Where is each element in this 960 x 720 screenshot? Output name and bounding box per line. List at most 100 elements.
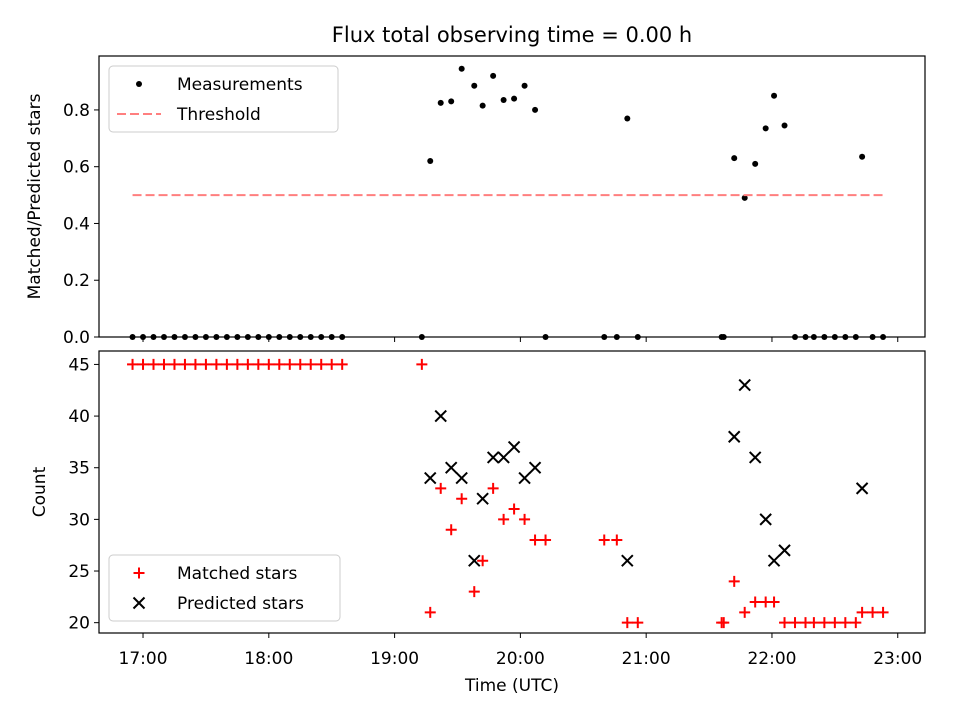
matched-star-point: [829, 617, 841, 629]
matched-star-point: [326, 358, 338, 370]
predicted-star-point: [728, 430, 741, 443]
matched-star-point: [621, 617, 633, 629]
measurement-point: [771, 92, 778, 99]
matched-star-point: [263, 358, 275, 370]
matched-star-point: [856, 606, 868, 618]
matched-star-point: [779, 617, 791, 629]
y-axis-label: Matched/Predicted stars: [25, 93, 45, 299]
matched-star-point: [315, 358, 327, 370]
predicted-star-point: [424, 471, 437, 485]
x-tick-label: 18:00: [244, 649, 293, 669]
matched-star-point: [210, 358, 222, 370]
matched-star-point: [416, 358, 428, 370]
x-tick-label: 17:00: [119, 649, 168, 669]
legend-box: [108, 65, 339, 133]
matched-star-point: [718, 617, 730, 629]
matched-star-point: [127, 358, 139, 370]
matched-star-point: [468, 586, 480, 598]
chart-title: Flux total observing time = 0.00 h: [332, 23, 692, 47]
series-measurements: [129, 65, 887, 340]
matched-star-point: [529, 534, 541, 546]
matched-star-point: [456, 493, 468, 505]
predicted-star-point: [778, 544, 791, 557]
matched-star-point: [867, 606, 879, 618]
x-axis-label: Time (UTC): [464, 676, 559, 696]
measurement-point: [500, 96, 507, 103]
matched-star-point: [739, 606, 751, 618]
matched-star-point: [168, 358, 180, 370]
legend-marker-predicted: [132, 596, 146, 610]
matched-star-point: [818, 617, 830, 629]
axes-frame: [98, 55, 926, 338]
y-axis-label: Count: [30, 466, 50, 517]
y-tick-label: 0.6: [63, 158, 90, 178]
matched-star-point: [179, 358, 191, 370]
matched-star-point: [252, 358, 264, 370]
x-tick-label: 21:00: [622, 649, 671, 669]
matched-star-point: [877, 606, 889, 618]
x-tick-label: 20:00: [496, 649, 545, 669]
matched-star-point: [487, 482, 499, 494]
matched-star-point: [632, 617, 644, 629]
matched-star-point: [768, 596, 780, 608]
matched-star-point: [158, 358, 170, 370]
y-tick-label: 0.4: [63, 214, 90, 234]
legend-marker-matched: [133, 567, 145, 579]
matched-star-point: [189, 358, 201, 370]
series-predicted-stars: [424, 378, 869, 567]
matched-star-point: [598, 534, 610, 546]
measurement-point: [762, 125, 769, 132]
predicted-star-point: [444, 461, 458, 474]
predicted-star-point: [476, 492, 489, 505]
measurement-point: [511, 95, 518, 102]
legend-label: Predicted stars: [177, 594, 304, 614]
legend: Matched stars Predicted stars: [108, 554, 341, 622]
matched-star-point: [137, 358, 149, 370]
matched-star-point: [445, 524, 457, 536]
predicted-star-point: [621, 554, 634, 567]
measurement-point: [448, 98, 455, 105]
series-matched-stars: [127, 358, 889, 629]
matched-star-point: [435, 482, 447, 494]
matched-star-point: [508, 503, 520, 515]
predicted-star-point: [748, 451, 762, 464]
predicted-star-point: [507, 440, 521, 454]
measurement-point: [731, 155, 738, 162]
matched-star-point: [789, 617, 801, 629]
legend: Measurements Threshold: [108, 65, 339, 133]
measurement-point: [427, 158, 434, 165]
matched-star-point: [728, 575, 740, 587]
matched-star-point: [519, 513, 531, 525]
matched-star-point: [200, 358, 212, 370]
matched-star-point: [611, 534, 623, 546]
legend-box: [108, 554, 341, 622]
measurement-point: [624, 115, 631, 122]
x-tick-label: 22:00: [747, 649, 796, 669]
ratio-panel: 0.0 0.2 0.4 0.6 0.8 Matched/Predicted stars Me…: [25, 55, 926, 348]
matched-star-point: [424, 606, 436, 618]
measurement-point: [437, 99, 444, 106]
matched-star-point: [839, 617, 851, 629]
predicted-star-point: [759, 513, 772, 526]
y-tick-label: 30: [68, 510, 90, 530]
predicted-star-point: [434, 409, 447, 423]
count-panel: 20 25 30 35 40 45 17:00 18:00 19:00 20:00 21:00 22:…: [30, 350, 926, 696]
predicted-star-point: [468, 554, 481, 567]
predicted-star-point: [486, 451, 500, 464]
measurement-point: [752, 160, 759, 167]
matched-star-point: [231, 358, 243, 370]
predicted-star-point: [855, 482, 869, 495]
measurement-point: [859, 153, 866, 160]
legend-label: Threshold: [176, 105, 261, 125]
matched-star-point: [336, 358, 348, 370]
measurement-point: [490, 72, 497, 79]
legend-label: Measurements: [177, 75, 303, 95]
y-tick-label: 0.8: [63, 101, 90, 121]
matched-star-point: [221, 358, 233, 370]
y-tick-label: 0.0: [63, 328, 90, 348]
y-tick-label: 25: [68, 562, 90, 582]
y-tick-label: 0.2: [63, 271, 90, 291]
predicted-star-point: [518, 471, 531, 485]
y-tick-label: 45: [68, 355, 90, 375]
